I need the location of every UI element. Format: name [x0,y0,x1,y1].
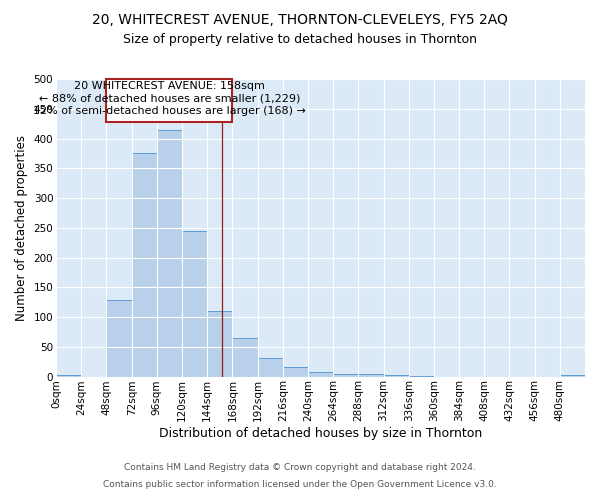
Bar [333,374,358,376]
Y-axis label: Number of detached properties: Number of detached properties [15,135,28,321]
Text: Contains public sector information licensed under the Open Government Licence v3: Contains public sector information licen… [103,480,497,489]
Bar [283,367,308,376]
Bar [106,79,232,122]
Bar [308,372,333,376]
Text: ← 88% of detached houses are smaller (1,229): ← 88% of detached houses are smaller (1,… [39,94,300,104]
Text: 20, WHITECREST AVENUE, THORNTON-CLEVELEYS, FY5 2AQ: 20, WHITECREST AVENUE, THORNTON-CLEVELEY… [92,12,508,26]
Bar [157,130,182,376]
Text: 20 WHITECREST AVENUE: 158sqm: 20 WHITECREST AVENUE: 158sqm [74,82,265,92]
Bar [207,311,232,376]
Bar [232,338,257,376]
Bar [358,374,383,376]
Bar [257,358,283,376]
Bar [131,153,157,376]
Text: Contains HM Land Registry data © Crown copyright and database right 2024.: Contains HM Land Registry data © Crown c… [124,464,476,472]
Bar [106,300,131,376]
X-axis label: Distribution of detached houses by size in Thornton: Distribution of detached houses by size … [159,427,482,440]
Text: 12% of semi-detached houses are larger (168) →: 12% of semi-detached houses are larger (… [33,106,306,116]
Bar [182,230,207,376]
Text: Size of property relative to detached houses in Thornton: Size of property relative to detached ho… [123,32,477,46]
